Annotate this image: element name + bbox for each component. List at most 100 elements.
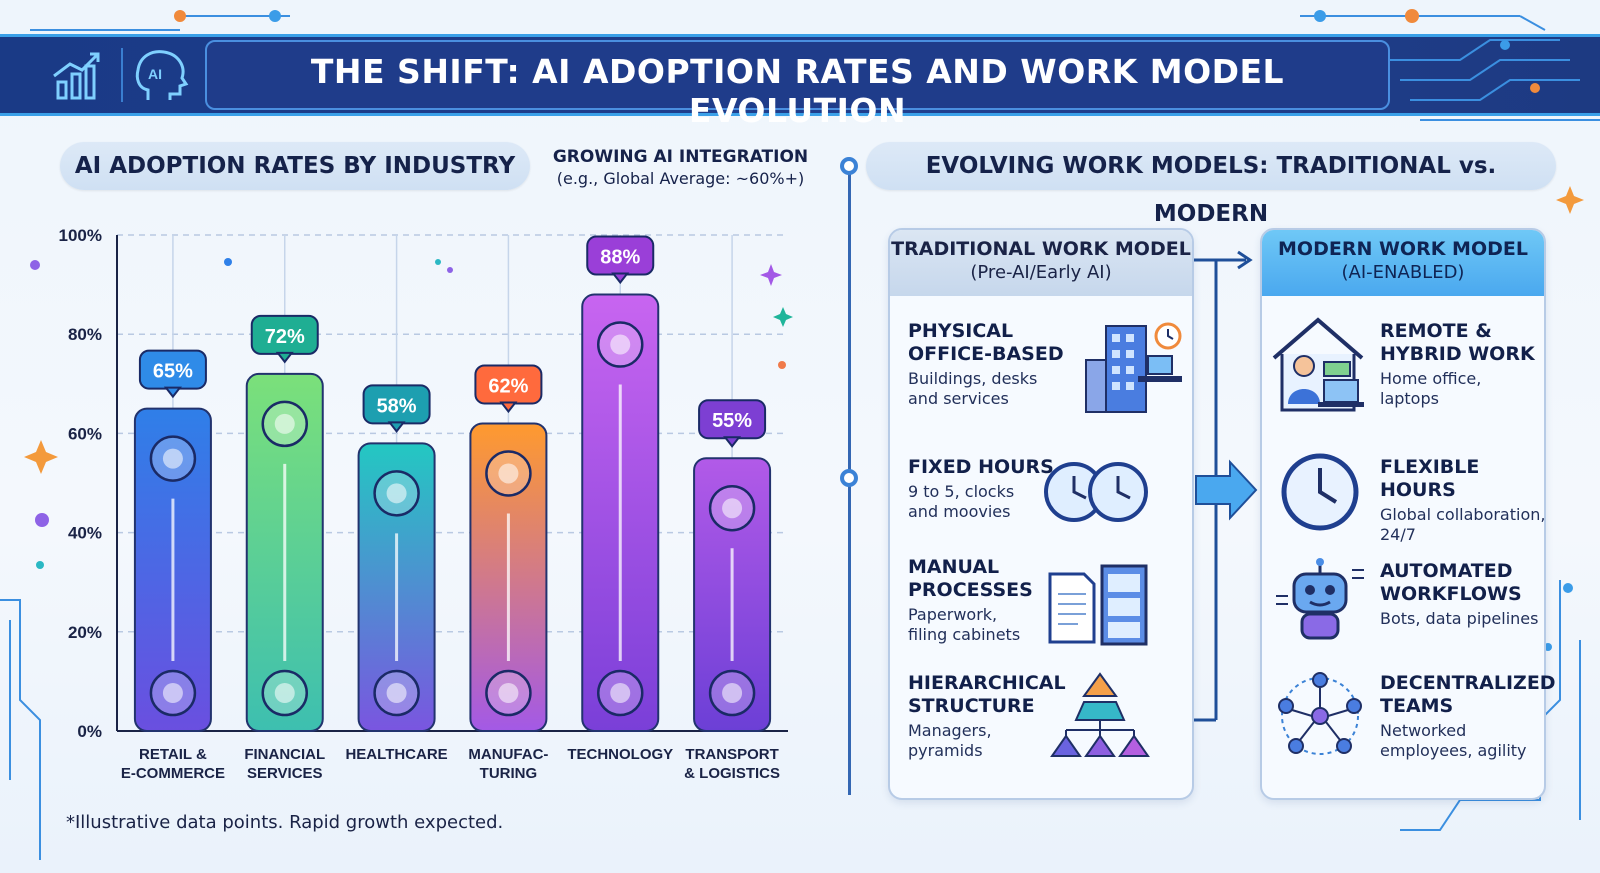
bar-chart-icon [53, 52, 100, 100]
y-tick-label: 80% [68, 325, 102, 344]
item-desc-line: Managers, [908, 721, 992, 740]
item-desc-line: Networked [1380, 721, 1467, 740]
transition-arrows [1194, 250, 1258, 722]
category-label: FINANCIAL [244, 746, 325, 763]
traditional-item-hierarchical: HIERARCHICAL STRUCTURE Managers, pyramids [908, 672, 1078, 761]
modern-item-remote: REMOTE & HYBRID WORK Home office, laptops [1380, 320, 1550, 409]
category-label: & LOGISTICS [684, 765, 780, 782]
item-title-line: FIXED HOURS [908, 456, 1054, 478]
ai-head-icon: AI [135, 50, 189, 100]
modern-item-flexible: FLEXIBLE HOURS Global collaboration, 24/7 [1380, 456, 1546, 545]
traditional-item-fixed-hours: FIXED HOURS 9 to 5, clocks and moovies [908, 456, 1078, 522]
section-title-ai-adoption: AI ADOPTION RATES BY INDUSTRY [60, 142, 530, 190]
delivery-truck-icon [708, 484, 756, 532]
value-badge: 58% [362, 384, 431, 433]
filing-cabinet-icon [1048, 564, 1148, 646]
value-label: 55% [712, 410, 752, 432]
traditional-item-office: PHYSICAL OFFICE-BASED Buildings, desks and… [908, 320, 1078, 409]
svg-text:AI: AI [148, 66, 162, 82]
rocket-icon [597, 321, 644, 368]
item-title-line: TEAMS [1380, 695, 1454, 717]
shopping-cart-icon [149, 669, 197, 717]
item-desc-line: Buildings, desks [908, 369, 1038, 388]
home-laptop-icon [1272, 317, 1364, 412]
category-label: TURING [480, 765, 538, 782]
item-title-line: REMOTE & [1380, 320, 1492, 342]
item-desc-line: employees, agility [1380, 741, 1527, 760]
office-building-icon [1085, 322, 1182, 413]
shopping-cart-icon [149, 435, 197, 482]
y-tick-label: 100% [59, 226, 102, 245]
heart-cross-icon [373, 470, 420, 517]
item-desc-line: and services [908, 389, 1009, 408]
modern-card-subtitle: (AI-ENABLED) [1341, 262, 1465, 283]
money-bag-icon [261, 669, 308, 717]
category-label: E-COMMERCE [121, 765, 225, 782]
item-title-line: HIERARCHICAL [908, 672, 1066, 694]
chart-footnote: *Illustrative data points. Rapid growth … [66, 812, 504, 833]
heart-cross-icon [373, 669, 420, 717]
category-label: RETAIL & [139, 746, 207, 763]
item-desc-line: Paperwork, [908, 605, 998, 624]
title-panel [205, 40, 1390, 110]
factory-icon [485, 669, 532, 717]
traditional-model-card: TRADITIONAL WORK MODEL (Pre-AI/Early AI)… [888, 228, 1194, 800]
value-badge: 55% [698, 399, 767, 448]
y-tick-label: 60% [68, 424, 102, 443]
page-title: THE SHIFT: AI ADOPTION RATES AND WORK MO… [310, 52, 1285, 130]
item-title-line: DECENTRALIZED [1380, 672, 1556, 694]
item-desc-line: Bots, data pipelines [1380, 609, 1539, 628]
clocks-icon [1044, 462, 1148, 522]
integration-title: GROWING AI INTEGRATION [552, 147, 809, 167]
item-desc-line: filing cabinets [908, 625, 1021, 644]
pyramid-hierarchy-icon [1050, 672, 1150, 757]
delivery-truck-icon [708, 669, 756, 717]
value-label: 88% [600, 247, 640, 269]
factory-icon [485, 450, 532, 497]
item-desc-line: Global collaboration, [1380, 505, 1546, 524]
integration-subtitle: (e.g., Global Average: ~60%+) [556, 169, 805, 188]
item-desc-line: laptops [1380, 389, 1439, 408]
traditional-item-manual: MANUAL PROCESSES Paperwork, filing cabinet… [908, 556, 1078, 645]
item-title-line: HYBRID WORK [1380, 343, 1535, 365]
value-label: 58% [377, 395, 417, 417]
category-label: SERVICES [247, 765, 323, 782]
category-label: HEALTHCARE [345, 746, 447, 763]
title-icons: AI [40, 42, 205, 108]
item-desc-line: Home office, [1380, 369, 1482, 388]
y-tick-label: 20% [68, 623, 102, 642]
robot-icon [1276, 558, 1364, 640]
value-label: 62% [488, 375, 528, 397]
y-tick-label: 0% [77, 722, 102, 741]
value-badge: 65% [138, 349, 207, 399]
item-title-line: PHYSICAL [908, 320, 1014, 342]
modern-item-automated: AUTOMATED WORKFLOWS Bots, data pipelines [1380, 560, 1550, 629]
item-title-line: WORKFLOWS [1380, 583, 1522, 605]
item-title-line: MANUAL [908, 556, 1000, 578]
divider-dot-middle [840, 469, 858, 487]
value-label: 72% [265, 326, 305, 348]
item-title-line: FLEXIBLE HOURS [1380, 456, 1480, 501]
category-label: MANUFAC- [468, 746, 548, 763]
item-desc-line: and moovies [908, 502, 1011, 521]
rocket-icon [597, 669, 644, 717]
value-label: 65% [153, 361, 193, 383]
item-title-line: STRUCTURE [908, 695, 1035, 717]
divider-dot-top [840, 157, 858, 175]
adoption-bar-chart: 0% 20% 40% 60% 80% 100% 65% RETAIL & E-COMMERCE 7… [59, 226, 788, 782]
modern-card-header: MODERN WORK MODEL (AI-ENABLED) [1262, 230, 1544, 296]
item-title-line: AUTOMATED [1380, 560, 1513, 582]
integration-note: GROWING AI INTEGRATION (e.g., Global Ave… [548, 147, 813, 188]
value-badge: 72% [250, 314, 319, 364]
value-badge: 62% [474, 364, 543, 414]
section-title-work-models: EVOLVING WORK MODELS: TRADITIONAL vs. MO… [866, 142, 1556, 227]
item-desc-line: 9 to 5, clocks [908, 482, 1015, 501]
item-title-line: PROCESSES [908, 579, 1033, 601]
money-bag-icon [261, 400, 308, 448]
traditional-card-header: TRADITIONAL WORK MODEL (Pre-AI/Early AI) [890, 230, 1192, 296]
value-badge: 88% [586, 235, 655, 285]
modern-model-card: MODERN WORK MODEL (AI-ENABLED) REMOTE & H… [1260, 228, 1556, 800]
item-desc-line: 24/7 [1380, 525, 1416, 544]
y-tick-label: 40% [68, 524, 102, 543]
